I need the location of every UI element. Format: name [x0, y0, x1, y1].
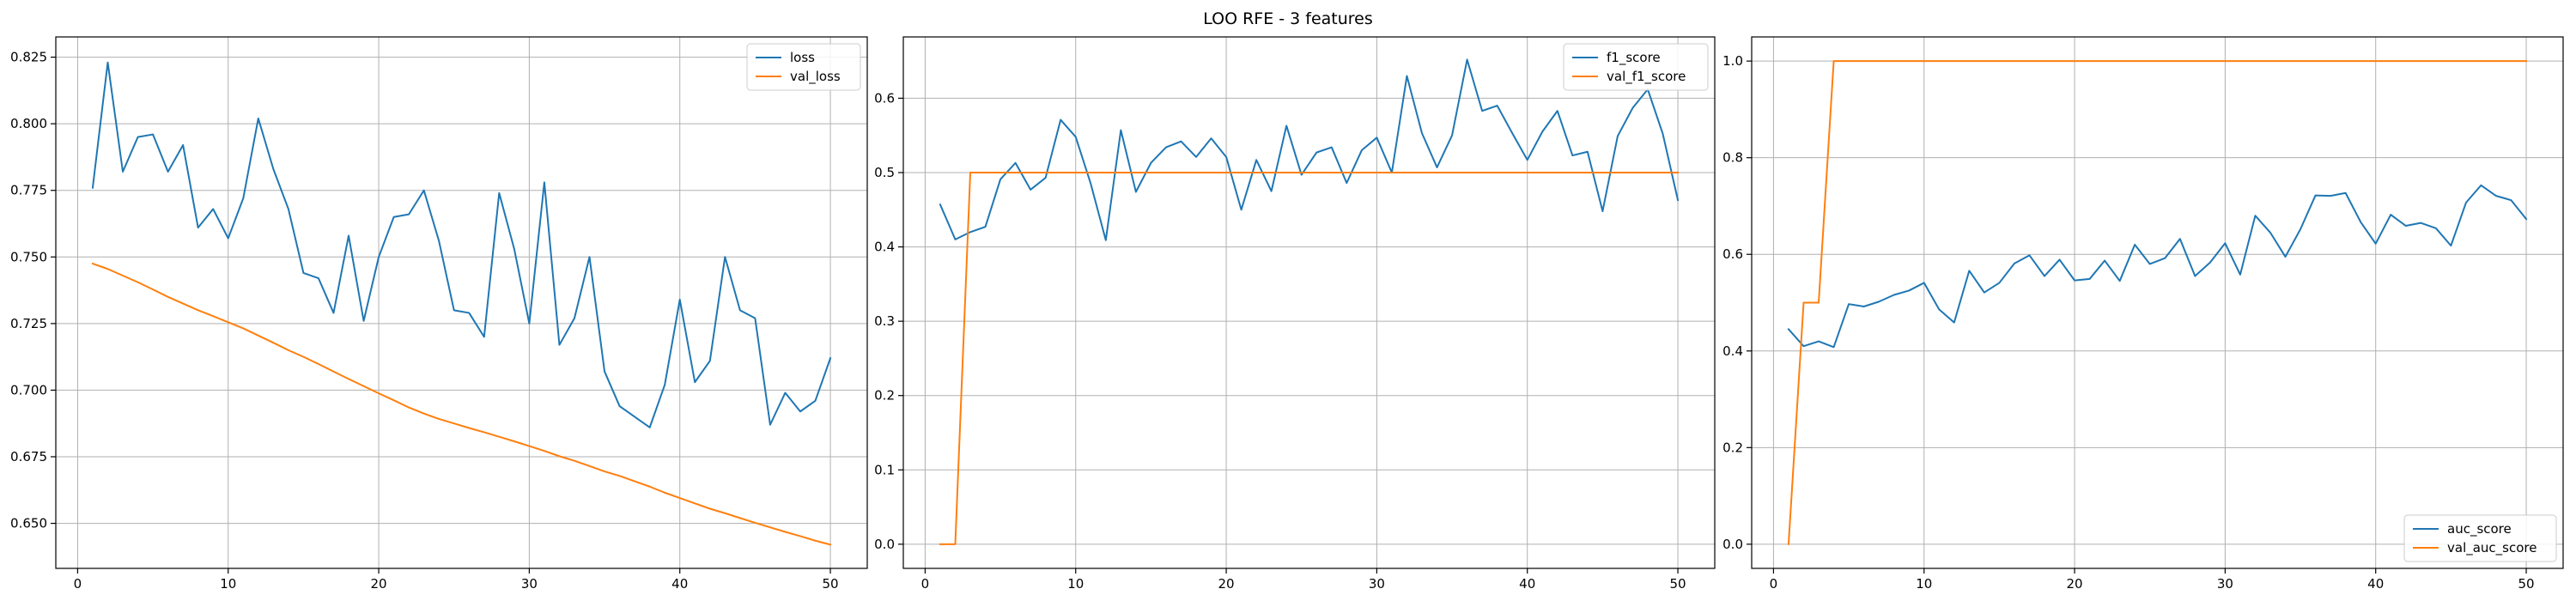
x-tick-label: 10 [1916, 576, 1932, 592]
axes-frame [1751, 36, 2564, 569]
subplot-3: 0 10 20 30 40 50 0.0 0.2 0.4 0.6 0.8 1.0 auc_scoreva… [1722, 36, 2564, 592]
x-tick-label: 50 [822, 576, 838, 592]
y-tick-label: 0.825 [10, 50, 47, 65]
series-line-f1_score [939, 58, 1680, 241]
subplot-2: 0 10 20 30 40 50 0.0 0.1 0.2 0.3 0.4 0.5 0.6 f1_score… [874, 36, 1716, 592]
x-tick-label: 20 [2067, 576, 2083, 592]
series-line-val_f1_score [939, 172, 1680, 545]
y-tick-label: 0.0 [874, 537, 895, 552]
y-tick-label: 0.750 [10, 249, 47, 264]
legend-box [746, 43, 861, 91]
y-tick-label: 0.5 [874, 165, 895, 180]
legend: auc_score val_auc_score [2403, 514, 2557, 562]
y-tick-label: 0.700 [10, 382, 47, 398]
y-tick-label: 1.0 [1722, 53, 1743, 69]
x-tick-label: 50 [2518, 576, 2534, 592]
y-tick-label: 0.4 [874, 240, 895, 255]
y-tick-label: 0.675 [10, 449, 47, 464]
x-tick-label: 30 [1369, 576, 1385, 592]
x-tick-label: 50 [1669, 576, 1686, 592]
legend-label: val_f1_score [1607, 69, 1686, 85]
y-tick-label: 0.0 [1722, 537, 1743, 552]
x-tick-label: 0 [74, 576, 82, 592]
x-tick-label: 40 [2367, 576, 2384, 592]
series-line-val_auc_score [1787, 60, 2528, 545]
y-tick-label: 0.2 [874, 388, 895, 404]
y-tick-label: 0.2 [1722, 440, 1743, 455]
series-line-auc_score [1787, 184, 2528, 349]
y-tick-label: 0.1 [874, 462, 895, 477]
x-tick-label: 10 [220, 576, 236, 592]
y-tick-label: 0.6 [1722, 246, 1743, 262]
x-tick-label: 0 [1770, 576, 1778, 592]
legend-box [1563, 43, 1709, 91]
grid [903, 37, 1715, 568]
axes-frame [55, 36, 868, 569]
y-tick-label: 0.4 [1722, 343, 1743, 359]
legend-label: val_loss [790, 69, 841, 85]
legend-label: val_auc_score [2447, 540, 2537, 556]
y-tick-label: 0.8 [1722, 150, 1743, 166]
series-line-loss [91, 61, 832, 428]
subplots: 0 10 20 30 40 500.6500.6750.7000.7250.7500.77… [10, 36, 2564, 592]
x-tick-label: 20 [371, 576, 387, 592]
x-tick-label: 20 [1218, 576, 1235, 592]
axes-frame [902, 36, 1716, 569]
x-tick-label: 0 [921, 576, 930, 592]
x-tick-label: 30 [2217, 576, 2233, 592]
y-tick-label: 0.725 [10, 316, 47, 331]
x-tick-label: 40 [1519, 576, 1535, 592]
x-tick-label: 30 [521, 576, 538, 592]
y-tick-label: 0.6 [874, 90, 895, 106]
legend: f1_score val_f1_score [1563, 43, 1709, 91]
y-tick-label: 0.800 [10, 116, 47, 131]
legend: loss val_loss [746, 43, 861, 91]
figure-title: LOO RFE - 3 features [1203, 9, 1373, 28]
legend-label: f1_score [1607, 50, 1661, 66]
subplot-1: 0 10 20 30 40 50 0.650 0.675 0.700 0.725 0.750 0.77… [10, 36, 868, 592]
y-tick-label: 0.3 [874, 313, 895, 329]
grid [56, 37, 867, 568]
legend-label: auc_score [2447, 521, 2512, 537]
y-tick-label: 0.650 [10, 516, 47, 531]
legend-label: loss [790, 50, 815, 65]
x-tick-label: 10 [1067, 576, 1084, 592]
x-tick-label: 40 [671, 576, 688, 592]
series-line-val_loss [91, 262, 832, 546]
legend-box [2403, 514, 2557, 562]
y-tick-label: 0.775 [10, 183, 47, 198]
